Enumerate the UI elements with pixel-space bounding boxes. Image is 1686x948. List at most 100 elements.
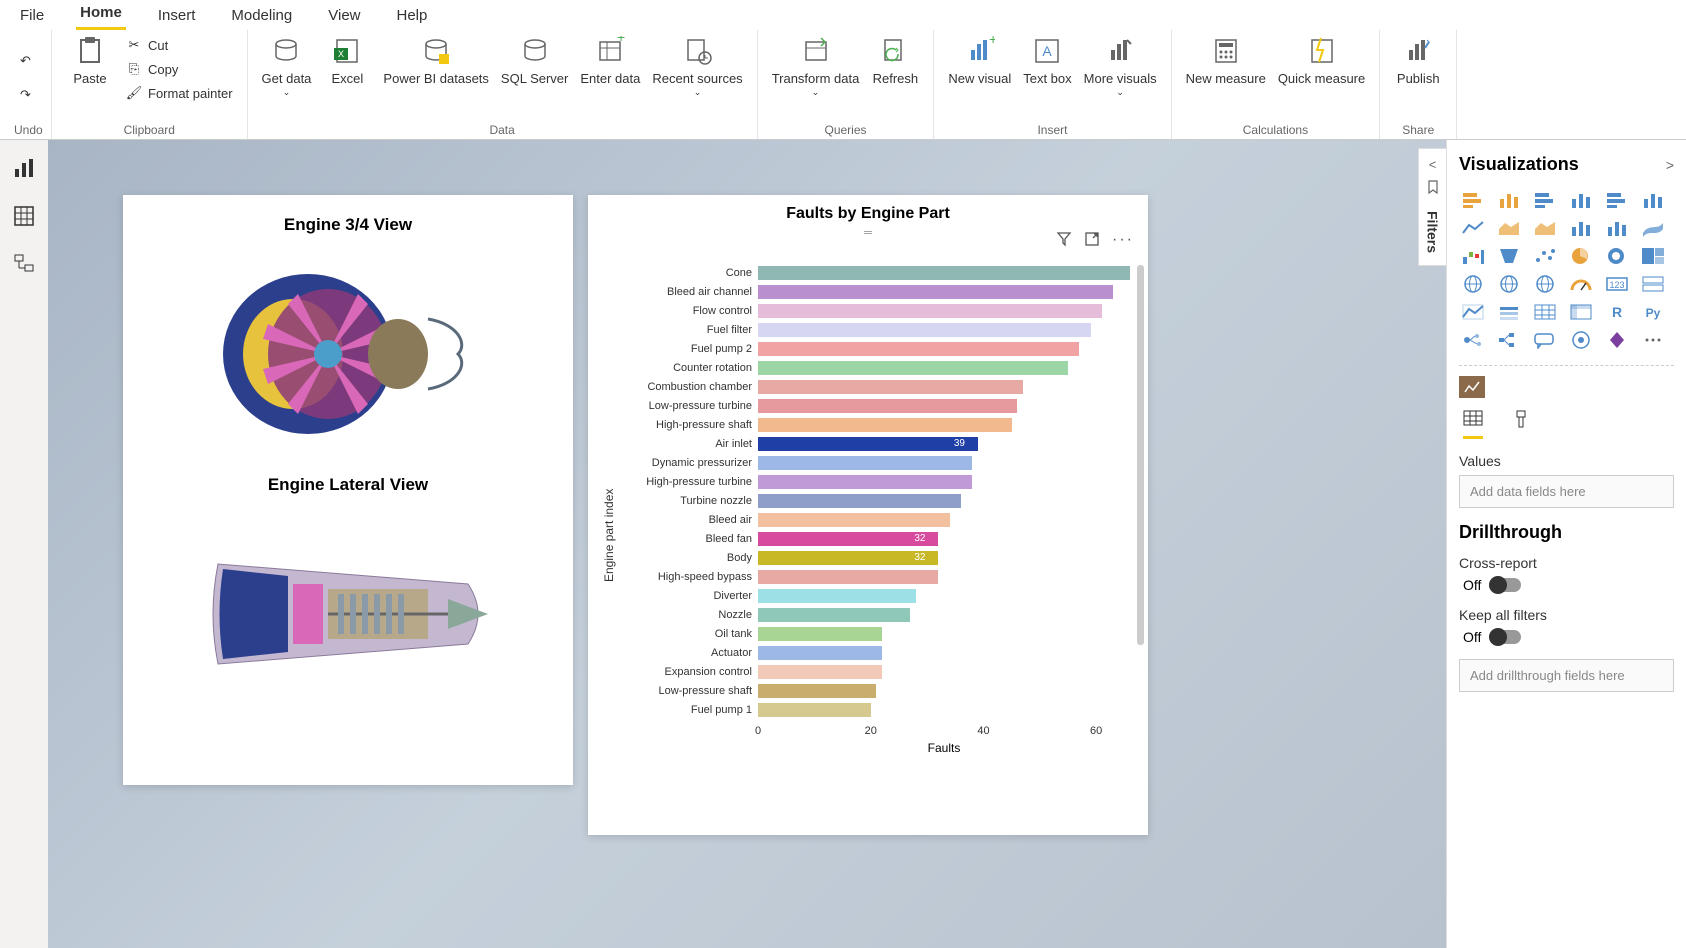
tab-view[interactable]: View xyxy=(324,3,364,30)
bar-row[interactable]: Actuator xyxy=(618,643,1130,662)
faults-chart-card[interactable]: Faults by Engine Part ═ ··· Engine part … xyxy=(588,195,1148,835)
bar-row[interactable]: Nozzle xyxy=(618,605,1130,624)
focus-mode-icon[interactable] xyxy=(1084,231,1100,252)
bar-row[interactable]: High-pressure turbine xyxy=(618,472,1130,491)
viz-100-stacked-bar-icon[interactable] xyxy=(1603,189,1631,211)
viz-donut-icon[interactable] xyxy=(1603,245,1631,267)
viz-ribbon-icon[interactable] xyxy=(1639,217,1667,239)
more-options-icon[interactable]: ··· xyxy=(1112,231,1134,252)
viz-clustered-column-icon[interactable] xyxy=(1567,189,1595,211)
bar-row[interactable]: Turbine nozzle xyxy=(618,491,1130,510)
bar-row[interactable]: Bleed air channel xyxy=(618,282,1130,301)
redo-button[interactable]: ↷ xyxy=(18,84,34,106)
tab-home[interactable]: Home xyxy=(76,0,126,30)
bar-row[interactable]: High-pressure shaft xyxy=(618,415,1130,434)
recent-sources-button[interactable]: Recent sources⌄ xyxy=(652,34,742,97)
bar-row[interactable]: Cone xyxy=(618,263,1130,282)
chevron-right-icon[interactable]: > xyxy=(1666,157,1674,173)
viz-filled-map-icon[interactable] xyxy=(1495,273,1523,295)
chart-scrollbar[interactable] xyxy=(1137,265,1144,645)
viz-py-visual-icon[interactable]: Py xyxy=(1639,301,1667,323)
quick-measure-button[interactable]: Quick measure xyxy=(1278,34,1365,87)
bookmark-icon[interactable] xyxy=(1426,180,1440,199)
copy-button[interactable]: ⎘Copy xyxy=(126,58,233,80)
viz-more-icon[interactable] xyxy=(1639,329,1667,351)
viz-multi-row-card-icon[interactable] xyxy=(1639,273,1667,295)
bar-row[interactable]: Dynamic pressurizer xyxy=(618,453,1130,472)
viz-card-icon[interactable]: 123 xyxy=(1603,273,1631,295)
viz-100-stacked-column-icon[interactable] xyxy=(1639,189,1667,211)
viz-arcgis-icon[interactable] xyxy=(1567,329,1595,351)
viz-stacked-area-icon[interactable] xyxy=(1531,217,1559,239)
viz-r-visual-icon[interactable]: R xyxy=(1603,301,1631,323)
cut-button[interactable]: ✂Cut xyxy=(126,34,233,56)
bar-row[interactable]: Fuel pump 1 xyxy=(618,700,1130,719)
format-tab[interactable] xyxy=(1511,409,1531,439)
bar-row[interactable]: Flow control xyxy=(618,301,1130,320)
viz-stacked-column-icon[interactable] xyxy=(1495,189,1523,211)
keep-filters-toggle[interactable] xyxy=(1489,630,1521,644)
bar-row[interactable]: Bleed fan32 xyxy=(618,529,1130,548)
bar-row[interactable]: Fuel pump 2 xyxy=(618,339,1130,358)
viz-scatter-icon[interactable] xyxy=(1531,245,1559,267)
chevron-left-icon[interactable]: < xyxy=(1429,157,1437,172)
excel-button[interactable]: XExcel xyxy=(323,34,371,87)
cross-report-toggle[interactable] xyxy=(1489,578,1521,592)
more-visuals-button[interactable]: More visuals⌄ xyxy=(1084,34,1157,97)
refresh-button[interactable]: Refresh xyxy=(871,34,919,87)
rail-data-view[interactable] xyxy=(10,202,38,230)
tab-modeling[interactable]: Modeling xyxy=(227,3,296,30)
viz-key-influencers-icon[interactable] xyxy=(1459,329,1487,351)
new-visual-button[interactable]: +New visual xyxy=(948,34,1011,87)
custom-visual-icon[interactable] xyxy=(1459,376,1485,398)
viz-powerapps-icon[interactable] xyxy=(1603,329,1631,351)
publish-button[interactable]: Publish xyxy=(1394,34,1442,87)
bar-row[interactable]: Low-pressure turbine xyxy=(618,396,1130,415)
tab-help[interactable]: Help xyxy=(393,3,432,30)
engine-views-card[interactable]: Engine 3/4 View Engine Lateral View xyxy=(123,195,573,785)
bar-row[interactable]: High-speed bypass xyxy=(618,567,1130,586)
bar-row[interactable]: Bleed air xyxy=(618,510,1130,529)
viz-slicer-icon[interactable] xyxy=(1495,301,1523,323)
viz-table-icon[interactable] xyxy=(1531,301,1559,323)
viz-qa-icon[interactable] xyxy=(1531,329,1559,351)
filters-pane-collapsed[interactable]: < Filters xyxy=(1418,148,1446,266)
bar-row[interactable]: Low-pressure shaft xyxy=(618,681,1130,700)
bar-row[interactable]: Fuel filter xyxy=(618,320,1130,339)
drillthrough-drop-well[interactable]: Add drillthrough fields here xyxy=(1459,659,1674,692)
undo-button[interactable]: ↶ xyxy=(18,50,34,72)
viz-area-icon[interactable] xyxy=(1495,217,1523,239)
viz-waterfall-icon[interactable] xyxy=(1459,245,1487,267)
viz-line-icon[interactable] xyxy=(1459,217,1487,239)
viz-clustered-bar-icon[interactable] xyxy=(1531,189,1559,211)
viz-shape-map-icon[interactable] xyxy=(1531,273,1559,295)
bar-row[interactable]: Air inlet39 xyxy=(618,434,1130,453)
viz-treemap-icon[interactable] xyxy=(1639,245,1667,267)
bar-row[interactable]: Expansion control xyxy=(618,662,1130,681)
format-painter-button[interactable]: 🖌Format painter xyxy=(126,82,233,104)
viz-gauge-icon[interactable] xyxy=(1567,273,1595,295)
values-drop-well[interactable]: Add data fields here xyxy=(1459,475,1674,508)
rail-report-view[interactable] xyxy=(10,154,38,182)
viz-stacked-bar-icon[interactable] xyxy=(1459,189,1487,211)
viz-funnel-icon[interactable] xyxy=(1495,245,1523,267)
sql-server-button[interactable]: SQL Server xyxy=(501,34,568,87)
bar-row[interactable]: Body32 xyxy=(618,548,1130,567)
filter-icon[interactable] xyxy=(1056,231,1072,252)
get-data-button[interactable]: Get data⌄ xyxy=(262,34,312,97)
new-measure-button[interactable]: New measure xyxy=(1186,34,1266,87)
fields-tab[interactable] xyxy=(1463,409,1483,439)
viz-map-icon[interactable] xyxy=(1459,273,1487,295)
viz-matrix-icon[interactable] xyxy=(1567,301,1595,323)
rail-model-view[interactable] xyxy=(10,250,38,278)
pbi-datasets-button[interactable]: Power BI datasets xyxy=(383,34,489,87)
viz-decomposition-tree-icon[interactable] xyxy=(1495,329,1523,351)
viz-line-stacked-column-icon[interactable] xyxy=(1567,217,1595,239)
transform-data-button[interactable]: Transform data⌄ xyxy=(772,34,860,97)
paste-button[interactable]: Paste xyxy=(66,34,114,87)
bar-row[interactable]: Counter rotation xyxy=(618,358,1130,377)
viz-kpi-icon[interactable] xyxy=(1459,301,1487,323)
viz-line-clustered-column-icon[interactable] xyxy=(1603,217,1631,239)
text-box-button[interactable]: AText box xyxy=(1023,34,1071,87)
tab-insert[interactable]: Insert xyxy=(154,3,200,30)
